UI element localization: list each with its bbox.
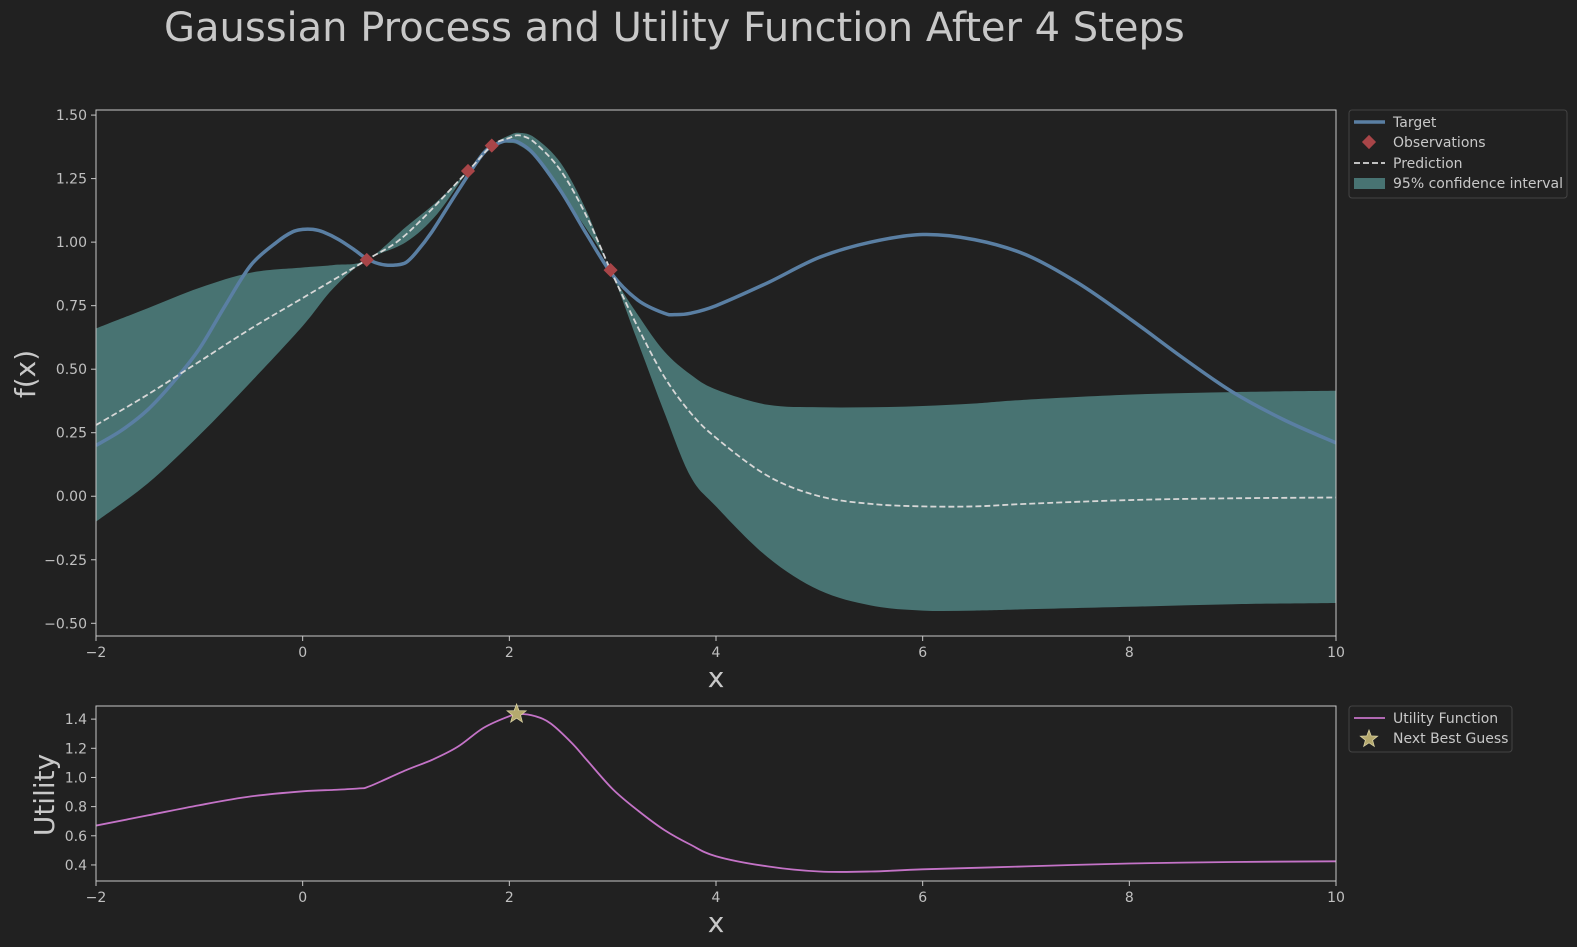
legend-utility-label: Utility Function bbox=[1393, 711, 1498, 727]
figure-title: Gaussian Process and Utility Function Af… bbox=[164, 5, 1185, 51]
utility-x-axis-label: x bbox=[708, 906, 725, 939]
x-tick-label: 0 bbox=[298, 890, 307, 906]
target-line bbox=[96, 138, 1336, 447]
next-best-guess-star bbox=[506, 702, 528, 724]
next-guess-layer bbox=[506, 702, 528, 724]
gp-y-axis-label: f(x) bbox=[9, 350, 42, 398]
x-tick-label: 10 bbox=[1327, 890, 1345, 906]
utility-legend-frame bbox=[1348, 705, 1513, 753]
legend-confidence-swatch bbox=[1354, 178, 1385, 189]
legend-next-guess-label: Next Best Guess bbox=[1393, 731, 1508, 747]
y-tick-label: 0.6 bbox=[65, 829, 87, 845]
x-tick-label: 2 bbox=[505, 645, 514, 661]
legend-confidence-label: 95% confidence interval bbox=[1393, 176, 1563, 192]
legend-next-guess-swatch bbox=[1359, 728, 1379, 748]
legend-prediction-label: Prediction bbox=[1393, 156, 1463, 172]
utility-panel: −2 0 2 4 6 8 10 0.4 0.6 0.8 1.0 1.2 1.4 x Utility U… bbox=[28, 702, 1513, 939]
x-tick-label: −2 bbox=[86, 890, 107, 906]
confidence-band-layer bbox=[96, 132, 1336, 612]
gp-x-ticks: −2 0 2 4 6 8 10 bbox=[86, 636, 1345, 661]
y-tick-label: 0.25 bbox=[56, 426, 87, 442]
x-tick-label: 10 bbox=[1327, 645, 1345, 661]
utility-line bbox=[96, 713, 1336, 873]
utility-x-ticks: −2 0 2 4 6 8 10 bbox=[86, 881, 1345, 906]
x-tick-label: 4 bbox=[712, 645, 721, 661]
y-tick-label: 1.25 bbox=[56, 172, 87, 188]
x-tick-label: 8 bbox=[1125, 645, 1134, 661]
gp-legend-frame bbox=[1348, 109, 1568, 199]
y-tick-label: 1.00 bbox=[56, 235, 87, 251]
y-tick-label: −0.25 bbox=[44, 553, 87, 569]
utility-legend: Utility Function Next Best Guess bbox=[1348, 705, 1513, 753]
y-tick-label: −0.50 bbox=[44, 616, 87, 632]
utility-y-ticks: 0.4 0.6 0.8 1.0 1.2 1.4 bbox=[65, 712, 96, 874]
legend-observations-label: Observations bbox=[1393, 135, 1486, 151]
x-tick-label: 8 bbox=[1125, 890, 1134, 906]
x-tick-label: 6 bbox=[918, 645, 927, 661]
y-tick-label: 1.0 bbox=[65, 770, 87, 786]
y-tick-label: 0.4 bbox=[65, 858, 87, 874]
x-tick-label: 6 bbox=[918, 890, 927, 906]
y-tick-label: 1.4 bbox=[65, 712, 87, 728]
observation-point bbox=[460, 163, 476, 179]
gp-panel: −2 0 2 4 6 8 10 −0.50 −0.25 0.00 0.25 0.50 0.75 1.00… bbox=[9, 108, 1568, 694]
x-tick-label: 2 bbox=[505, 890, 514, 906]
y-tick-label: 0.00 bbox=[56, 489, 87, 505]
x-tick-label: 4 bbox=[712, 890, 721, 906]
observation-point bbox=[484, 138, 499, 153]
x-tick-label: 0 bbox=[298, 645, 307, 661]
observation-point bbox=[359, 252, 374, 267]
gp-legend: Target Observations Prediction 95% confi… bbox=[1348, 109, 1568, 199]
legend-target-label: Target bbox=[1392, 115, 1437, 131]
y-tick-label: 1.50 bbox=[56, 108, 87, 124]
y-tick-label: 0.75 bbox=[56, 299, 87, 315]
y-tick-label: 0.50 bbox=[56, 362, 87, 378]
confidence-band bbox=[96, 132, 1336, 612]
x-tick-label: −2 bbox=[86, 645, 107, 661]
observations-layer bbox=[359, 138, 618, 278]
observation-point bbox=[603, 263, 618, 278]
gp-x-axis-label: x bbox=[708, 661, 725, 694]
utility-y-axis-label: Utility bbox=[28, 754, 61, 836]
gp-y-ticks: −0.50 −0.25 0.00 0.25 0.50 0.75 1.00 1.25 1.50 bbox=[44, 108, 96, 632]
legend-observations-swatch bbox=[1361, 134, 1377, 150]
y-tick-label: 0.8 bbox=[65, 800, 87, 816]
utility-lines-layer bbox=[96, 713, 1336, 873]
y-tick-label: 1.2 bbox=[65, 741, 87, 757]
